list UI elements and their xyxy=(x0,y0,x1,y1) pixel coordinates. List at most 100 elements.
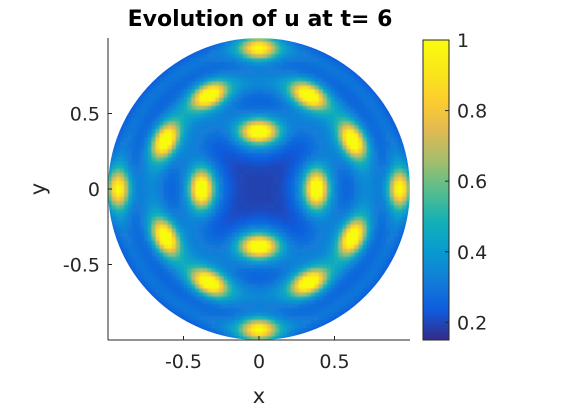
heatmap-cell xyxy=(183,244,189,250)
heatmap-cell xyxy=(131,177,137,182)
heatmap-cell xyxy=(215,248,220,254)
heatmap-cell xyxy=(374,272,379,278)
heatmap-cell xyxy=(294,244,300,250)
heatmap-cell xyxy=(310,280,316,285)
heatmap-cell xyxy=(342,200,348,206)
heatmap-cell xyxy=(191,228,197,234)
heatmap-cell xyxy=(183,113,189,119)
heatmap-cell xyxy=(262,145,268,150)
heatmap-cell xyxy=(282,248,288,254)
heatmap-cell xyxy=(366,97,371,103)
heatmap-cell xyxy=(207,308,212,313)
heatmap-cell xyxy=(390,141,395,146)
heatmap-cell xyxy=(334,280,340,285)
heatmap-cell xyxy=(159,145,165,150)
heatmap-cell xyxy=(310,308,316,313)
heatmap-cell xyxy=(187,161,193,166)
heatmap-cell xyxy=(108,208,113,214)
heatmap-cell xyxy=(290,232,296,238)
heatmap-cell xyxy=(378,101,383,107)
heatmap-cell xyxy=(290,288,296,293)
heatmap-cell xyxy=(191,240,197,246)
heatmap-cell xyxy=(231,61,236,67)
heatmap-cell xyxy=(187,296,193,301)
heatmap-cell xyxy=(386,224,391,230)
heatmap-cell xyxy=(259,149,264,154)
heatmap-cell xyxy=(203,177,208,182)
heatmap-cell xyxy=(211,284,216,289)
heatmap-cell xyxy=(374,264,379,270)
heatmap-cell xyxy=(382,208,387,214)
heatmap-cell xyxy=(366,129,371,134)
heatmap-cell xyxy=(247,189,252,194)
heatmap-cell xyxy=(266,117,272,123)
heatmap-cell xyxy=(402,181,407,186)
heatmap-cell xyxy=(163,300,169,305)
heatmap-cell xyxy=(378,161,383,166)
heatmap-cell xyxy=(155,181,161,186)
heatmap-cell xyxy=(219,61,224,67)
heatmap-cell xyxy=(167,236,173,242)
heatmap-cell xyxy=(179,69,185,75)
heatmap-cell xyxy=(314,133,320,138)
heatmap-cell xyxy=(266,141,272,146)
heatmap-cell xyxy=(151,236,157,242)
heatmap-cell xyxy=(398,216,403,222)
heatmap-cell xyxy=(227,177,232,182)
heatmap-cell xyxy=(155,200,161,206)
heatmap-cell xyxy=(286,177,292,182)
heatmap-cell xyxy=(219,208,224,214)
heatmap-cell xyxy=(211,324,216,329)
heatmap-cell xyxy=(235,284,240,289)
heatmap-cell xyxy=(251,328,256,333)
heatmap-cell xyxy=(330,57,336,63)
heatmap-cell xyxy=(119,157,125,162)
heatmap-cell xyxy=(282,129,288,134)
heatmap-cell xyxy=(151,101,157,107)
heatmap-cell xyxy=(119,181,125,186)
heatmap-cell xyxy=(378,260,383,266)
heatmap-cell xyxy=(290,165,296,170)
heatmap-cell xyxy=(362,276,367,281)
heatmap-cell xyxy=(346,256,351,262)
heatmap-cell xyxy=(350,236,355,242)
heatmap-cell xyxy=(247,320,252,325)
heatmap-cell xyxy=(290,41,296,47)
heatmap-cell xyxy=(211,105,216,111)
heatmap-cell xyxy=(139,125,145,130)
heatmap-cell xyxy=(270,85,276,91)
heatmap-cell xyxy=(175,212,181,218)
heatmap-cell xyxy=(306,57,312,63)
heatmap-cell xyxy=(247,101,252,107)
heatmap-cell xyxy=(127,200,133,206)
heatmap-cell xyxy=(155,153,161,158)
heatmap-cell xyxy=(362,185,367,190)
heatmap-cell xyxy=(215,185,220,190)
heatmap-cell xyxy=(119,196,125,202)
heatmap-cell xyxy=(171,81,177,87)
heatmap-cell xyxy=(183,89,189,95)
heatmap-cell xyxy=(139,149,145,154)
heatmap-cell xyxy=(262,272,268,278)
heatmap-cell xyxy=(282,204,288,210)
heatmap-cell xyxy=(350,288,355,293)
heatmap-cell xyxy=(322,65,328,71)
heatmap-cell xyxy=(342,101,348,107)
heatmap-cell xyxy=(167,292,173,297)
heatmap-cell xyxy=(366,125,371,130)
heatmap-cell xyxy=(274,256,280,262)
heatmap-cell xyxy=(386,137,391,142)
heatmap-cell xyxy=(179,200,185,206)
heatmap-cell xyxy=(239,264,244,270)
heatmap-cell xyxy=(306,272,312,278)
heatmap-cell xyxy=(215,181,220,186)
heatmap-cell xyxy=(127,264,133,270)
heatmap-cell xyxy=(374,121,379,127)
heatmap-cell xyxy=(175,145,181,150)
heatmap-cell xyxy=(239,77,244,83)
heatmap-cell xyxy=(211,228,216,234)
heatmap-cell xyxy=(354,200,359,206)
heatmap-cell xyxy=(195,57,200,63)
heatmap-cell xyxy=(175,177,181,182)
heatmap-cell xyxy=(322,161,328,166)
